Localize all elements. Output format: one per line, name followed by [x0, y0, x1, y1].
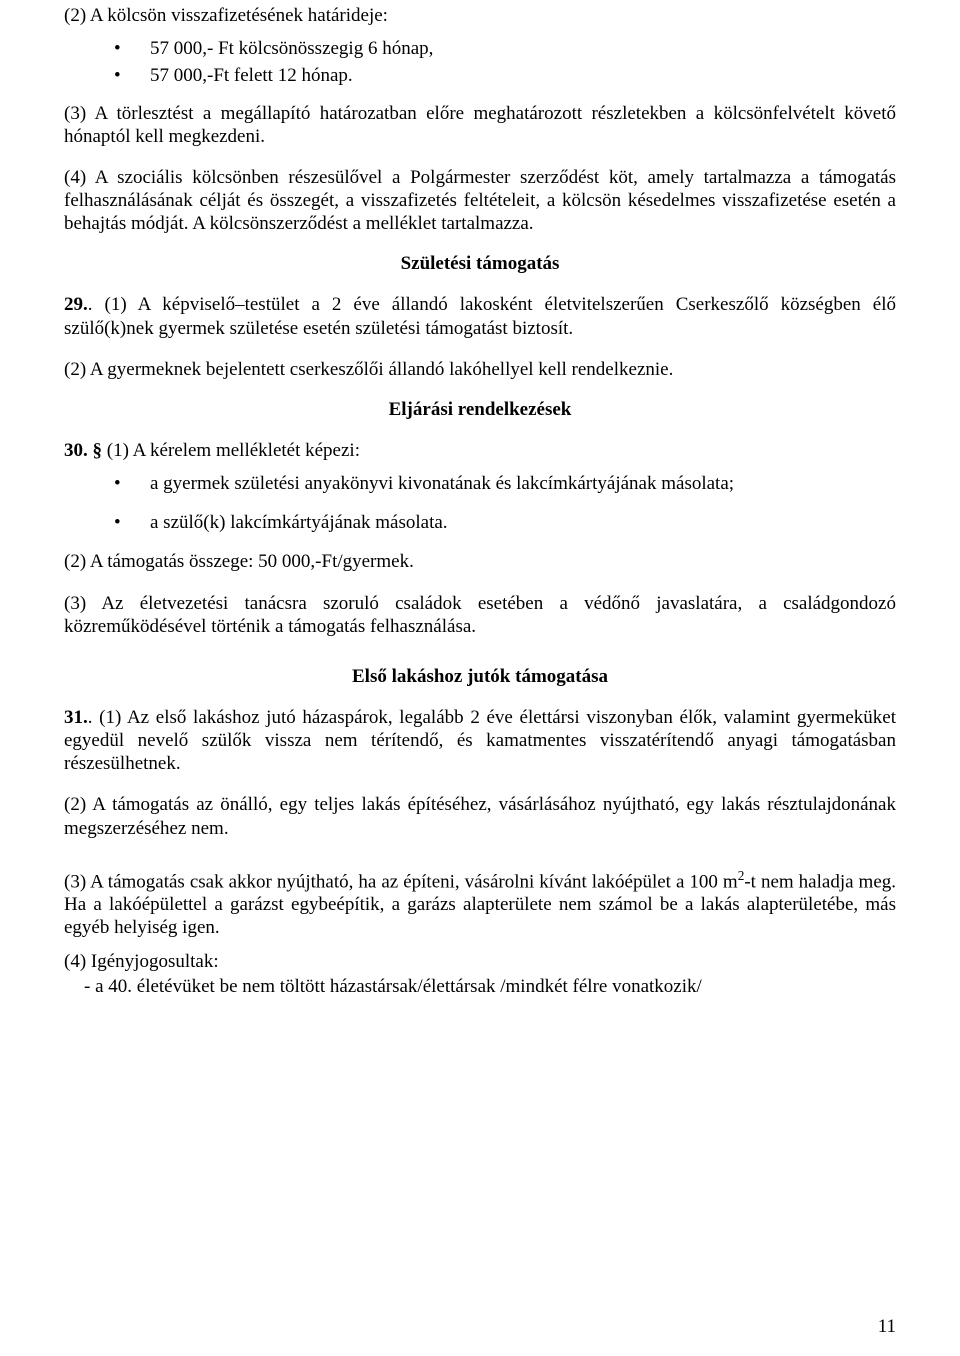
section-2-intro: (2) A kölcsön visszafizetésének határide…	[64, 4, 896, 27]
section-4: (4) A szociális kölcsönben részesülővel …	[64, 166, 896, 236]
section-29-2: (2) A gyermeknek bejelentett cserkeszőlő…	[64, 358, 896, 381]
section-31-3: (3) A támogatás csak akkor nyújtható, ha…	[64, 868, 896, 940]
list-item: 57 000,- Ft kölcsönösszegig 6 hónap,	[114, 37, 896, 60]
section-number: 29.	[64, 294, 88, 315]
section-number: 31.	[64, 707, 88, 728]
section-2-list: 57 000,- Ft kölcsönösszegig 6 hónap, 57 …	[64, 37, 896, 87]
section-30-1: 30. § (1) A kérelem mellékletét képezi:	[64, 439, 896, 462]
list-item: 57 000,-Ft felett 12 hónap.	[114, 64, 896, 87]
section-31-4-item: - a 40. életévüket be nem töltött házast…	[64, 975, 896, 998]
list-item: a gyermek születési anyakönyvi kivonatán…	[114, 472, 896, 495]
section-3: (3) A törlesztést a megállapító határoza…	[64, 102, 896, 148]
heading-birth-support: Születési támogatás	[64, 253, 896, 275]
section-number: 30. §	[64, 440, 102, 461]
section-29-1: 29.. (1) A képviselő–testület a 2 éve ál…	[64, 293, 896, 339]
section-30-1-list: a gyermek születési anyakönyvi kivonatán…	[64, 472, 896, 534]
section-text: . (1) Az első lakáshoz jutó házaspárok, …	[64, 707, 896, 774]
section-31-1: 31.. (1) Az első lakáshoz jutó házaspáro…	[64, 706, 896, 776]
section-31-2: (2) A támogatás az önálló, egy teljes la…	[64, 793, 896, 839]
section-text: . (1) A képviselő–testület a 2 éve állan…	[64, 294, 896, 338]
list-item: a szülő(k) lakcímkártyájának másolata.	[114, 511, 896, 534]
section-30-3: (3) Az életvezetési tanácsra szoruló csa…	[64, 592, 896, 638]
heading-procedural: Eljárási rendelkezések	[64, 399, 896, 421]
heading-first-home: Első lakáshoz jutók támogatása	[64, 666, 896, 688]
section-31-4-intro: (4) Igényjogosultak:	[64, 950, 896, 973]
section-text-a: (3) A támogatás csak akkor nyújtható, ha…	[64, 871, 738, 892]
page-number: 11	[878, 1316, 896, 1338]
document-page: (2) A kölcsön visszafizetésének határide…	[0, 0, 960, 1356]
section-text: (1) A kérelem mellékletét képezi:	[102, 440, 360, 461]
section-30-2: (2) A támogatás összege: 50 000,-Ft/gyer…	[64, 550, 896, 573]
